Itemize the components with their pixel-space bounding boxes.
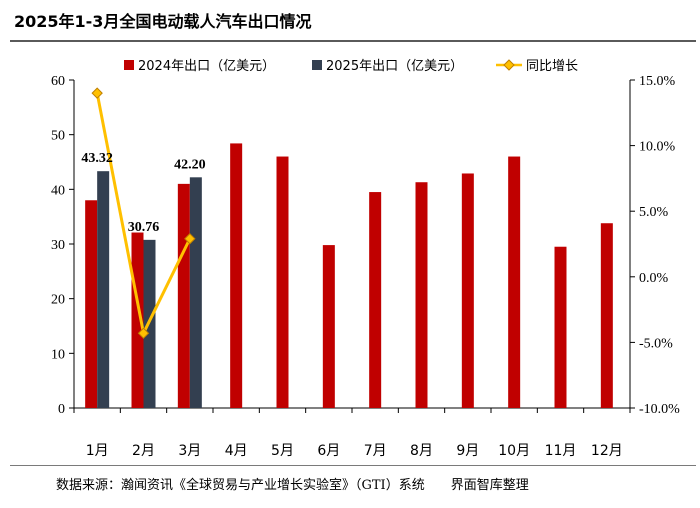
x-axis-category-label: 11月 (545, 443, 577, 459)
right-axis-tick-label: 0.0% (639, 271, 669, 286)
growth-point (184, 233, 196, 245)
x-axis-category-label: 5月 (271, 443, 294, 459)
left-axis-tick-label: 30 (51, 238, 65, 253)
bar-2024 (131, 232, 144, 408)
growth-point (137, 327, 150, 339)
growth-point (91, 87, 103, 99)
right-axis-tick-label: -5.0% (639, 336, 673, 351)
right-axis-tick-label: 10.0% (639, 140, 676, 155)
title-divider (10, 40, 696, 42)
bar-2024 (177, 183, 190, 408)
legend-label: 同比增长 (526, 59, 578, 74)
right-axis-tick-label: 5.0% (639, 205, 669, 220)
x-axis-category-label: 1月 (86, 443, 109, 459)
x-axis-category-label: 4月 (225, 443, 248, 459)
right-axis-tick-label: 15.0% (639, 74, 676, 89)
legend-label: 2024年出口（亿美元） (138, 59, 275, 74)
bar-2024 (276, 156, 289, 408)
legend-swatch (312, 60, 322, 70)
x-axis-category-label: 8月 (410, 443, 433, 459)
bar-2024 (369, 192, 382, 408)
left-axis-tick-label: 60 (51, 74, 65, 89)
left-axis-tick-label: 0 (58, 402, 65, 417)
legend-swatch (124, 60, 134, 70)
legend-marker (503, 59, 515, 71)
bar-2024 (85, 200, 98, 408)
x-axis-category-label: 3月 (178, 443, 201, 459)
chart-title: 2025年1-3月全国电动载人汽车出口情况 (14, 12, 312, 31)
left-axis-tick-label: 50 (51, 129, 65, 144)
x-axis-category-label: 6月 (317, 443, 340, 459)
bar-2024 (322, 245, 335, 408)
bar-2025 (97, 171, 110, 408)
bar-2024 (230, 143, 243, 408)
right-axis-tick-label: -10.0% (639, 402, 680, 417)
left-axis-tick-label: 10 (51, 347, 65, 362)
source-note: 数据来源：瀚闻资讯《全球贸易与产业增长实验室》（GTI）系统 界面智库整理 (56, 478, 529, 493)
bar-2025-data-label: 42.20 (174, 157, 206, 172)
source-divider (10, 465, 696, 466)
x-axis-category-label: 10月 (498, 443, 530, 459)
x-axis-category-label: 2月 (132, 443, 155, 459)
bar-2024 (508, 156, 521, 408)
x-axis-category-label: 9月 (456, 443, 479, 459)
legend-label: 2025年出口（亿美元） (326, 59, 463, 74)
x-axis-category-label: 7月 (364, 443, 387, 459)
bar-2024 (600, 223, 613, 408)
bar-2024 (415, 182, 428, 408)
bar-2024 (554, 246, 567, 408)
bar-2025-data-label: 30.76 (128, 220, 160, 235)
bar-2025-data-label: 43.32 (81, 151, 113, 166)
bar-2025 (189, 177, 202, 408)
x-axis-category-label: 12月 (591, 443, 623, 459)
left-axis-tick-label: 20 (51, 293, 65, 308)
left-axis-tick-label: 40 (51, 183, 65, 198)
bar-2024 (461, 173, 474, 408)
